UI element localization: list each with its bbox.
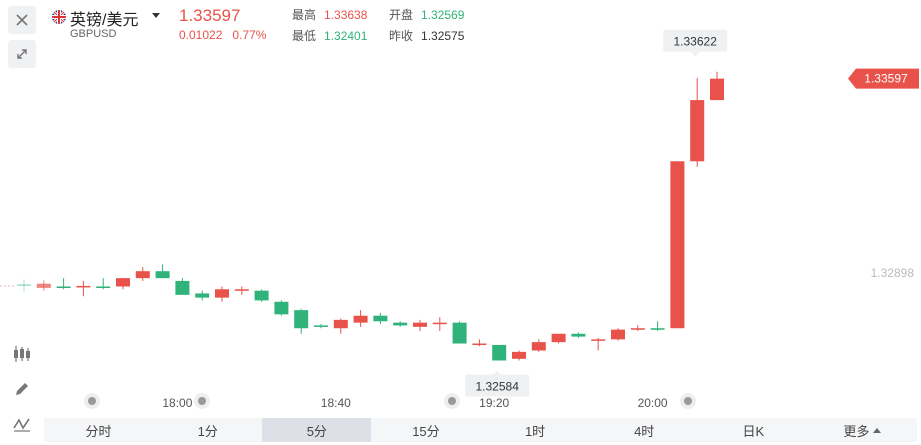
candle-body: [432, 322, 447, 325]
period-tab-6[interactable]: 日K: [699, 418, 808, 442]
candle-body: [630, 328, 645, 330]
period-tab-7[interactable]: 更多: [808, 418, 917, 442]
price-change: 0.01022 0.77%: [179, 28, 266, 42]
expand-icon[interactable]: [8, 40, 36, 68]
period-tab-1[interactable]: 1分: [153, 418, 262, 442]
candle-body: [274, 301, 289, 315]
max-callout: [663, 29, 728, 52]
period-tab-2[interactable]: 5分: [262, 418, 372, 442]
period-label: 日K: [742, 423, 765, 439]
candle-body: [175, 280, 190, 295]
min-callout: [465, 374, 530, 397]
current-price: 1.33597: [179, 6, 241, 25]
indicator-icon[interactable]: [8, 410, 36, 438]
candle-body: [591, 339, 606, 341]
x-tick-label: 20:00: [638, 396, 668, 410]
candle-body: [96, 286, 111, 288]
candle-body: [650, 328, 665, 330]
caret-up-icon: [873, 427, 882, 433]
symbol-code: GBPUSD: [70, 28, 117, 40]
candle-body: [314, 325, 328, 327]
period-label: 分时: [85, 423, 112, 439]
scroll-dot-inner: [684, 397, 692, 405]
candle-body: [393, 322, 408, 326]
y-tick-label: 1.32898: [871, 266, 915, 280]
period-label: 4时: [634, 423, 655, 439]
candle-body: [76, 285, 91, 288]
candle-body: [116, 278, 130, 287]
candle-body: [195, 293, 210, 298]
candle-body: [135, 271, 150, 279]
scroll-dot-inner: [448, 397, 456, 405]
candle-body: [17, 284, 31, 286]
candle-body: [492, 344, 507, 361]
candle-body: [333, 319, 348, 329]
candle-body: [571, 333, 586, 337]
candle-body: [294, 310, 309, 329]
candle-body: [56, 286, 71, 288]
min-callout-pointer: [493, 370, 502, 376]
change-value: 0.01022: [179, 28, 223, 42]
max-callout-pointer: [691, 51, 700, 57]
last-price-label: 1.33597: [864, 72, 908, 86]
stat-low: 最低 1.32401: [292, 29, 368, 43]
symbol-name[interactable]: 英镑/美元: [70, 12, 139, 29]
candle-body: [234, 289, 249, 291]
scroll-dot-inner: [198, 397, 206, 405]
change-percent: 0.77%: [232, 28, 267, 42]
close-icon[interactable]: [8, 6, 36, 34]
candle-body: [512, 351, 526, 359]
stat-high: 最高 1.33638: [292, 8, 368, 22]
candle-body: [373, 315, 388, 322]
max-label: 1.33622: [674, 35, 718, 49]
period-label: 15分: [412, 423, 440, 439]
scroll-dot-inner: [88, 397, 96, 405]
candle-body: [472, 343, 487, 346]
period-label: 1时: [524, 423, 546, 439]
period-label: 1分: [197, 423, 218, 439]
candle-body: [215, 289, 229, 298]
period-label: 5分: [306, 423, 327, 439]
candle-body: [551, 333, 566, 343]
candle-body: [670, 161, 685, 329]
candle-body: [452, 322, 467, 344]
candle-body: [611, 329, 625, 340]
period-tab-0[interactable]: 分时: [44, 418, 153, 442]
candle-body: [353, 315, 368, 323]
x-tick-label: 18:00: [162, 396, 192, 410]
period-tab-5[interactable]: 4时: [590, 418, 699, 442]
candlestick-chart[interactable]: 18:0018:4019:2020:001.335981.328981.3359…: [0, 0, 921, 418]
x-tick-label: 18:40: [321, 396, 351, 410]
stat-open: 开盘 1.32569: [389, 8, 465, 22]
x-tick-label: 19:20: [479, 396, 509, 410]
candle-body: [413, 322, 427, 327]
stat-prev-close: 昨收 1.32575: [389, 29, 465, 43]
period-label: 更多: [843, 423, 870, 439]
candle-body: [690, 100, 705, 162]
candle-body: [36, 283, 51, 288]
chevron-down-icon[interactable]: [152, 13, 160, 18]
left-toolbar: [0, 0, 44, 445]
candle-body: [254, 290, 269, 301]
candle-body: [710, 78, 724, 101]
last-price-tag: [848, 68, 919, 89]
candlestick-icon[interactable]: [8, 340, 36, 368]
candle-body: [531, 342, 546, 351]
pencil-icon[interactable]: [8, 375, 36, 403]
period-selector: 分时 1分 5分 15分 1时 4时 日K 更多: [44, 418, 917, 442]
period-tab-3[interactable]: 15分: [371, 418, 480, 442]
min-label: 1.32584: [476, 380, 520, 394]
period-tab-4[interactable]: 1时: [481, 418, 590, 442]
candle-body: [155, 271, 170, 279]
